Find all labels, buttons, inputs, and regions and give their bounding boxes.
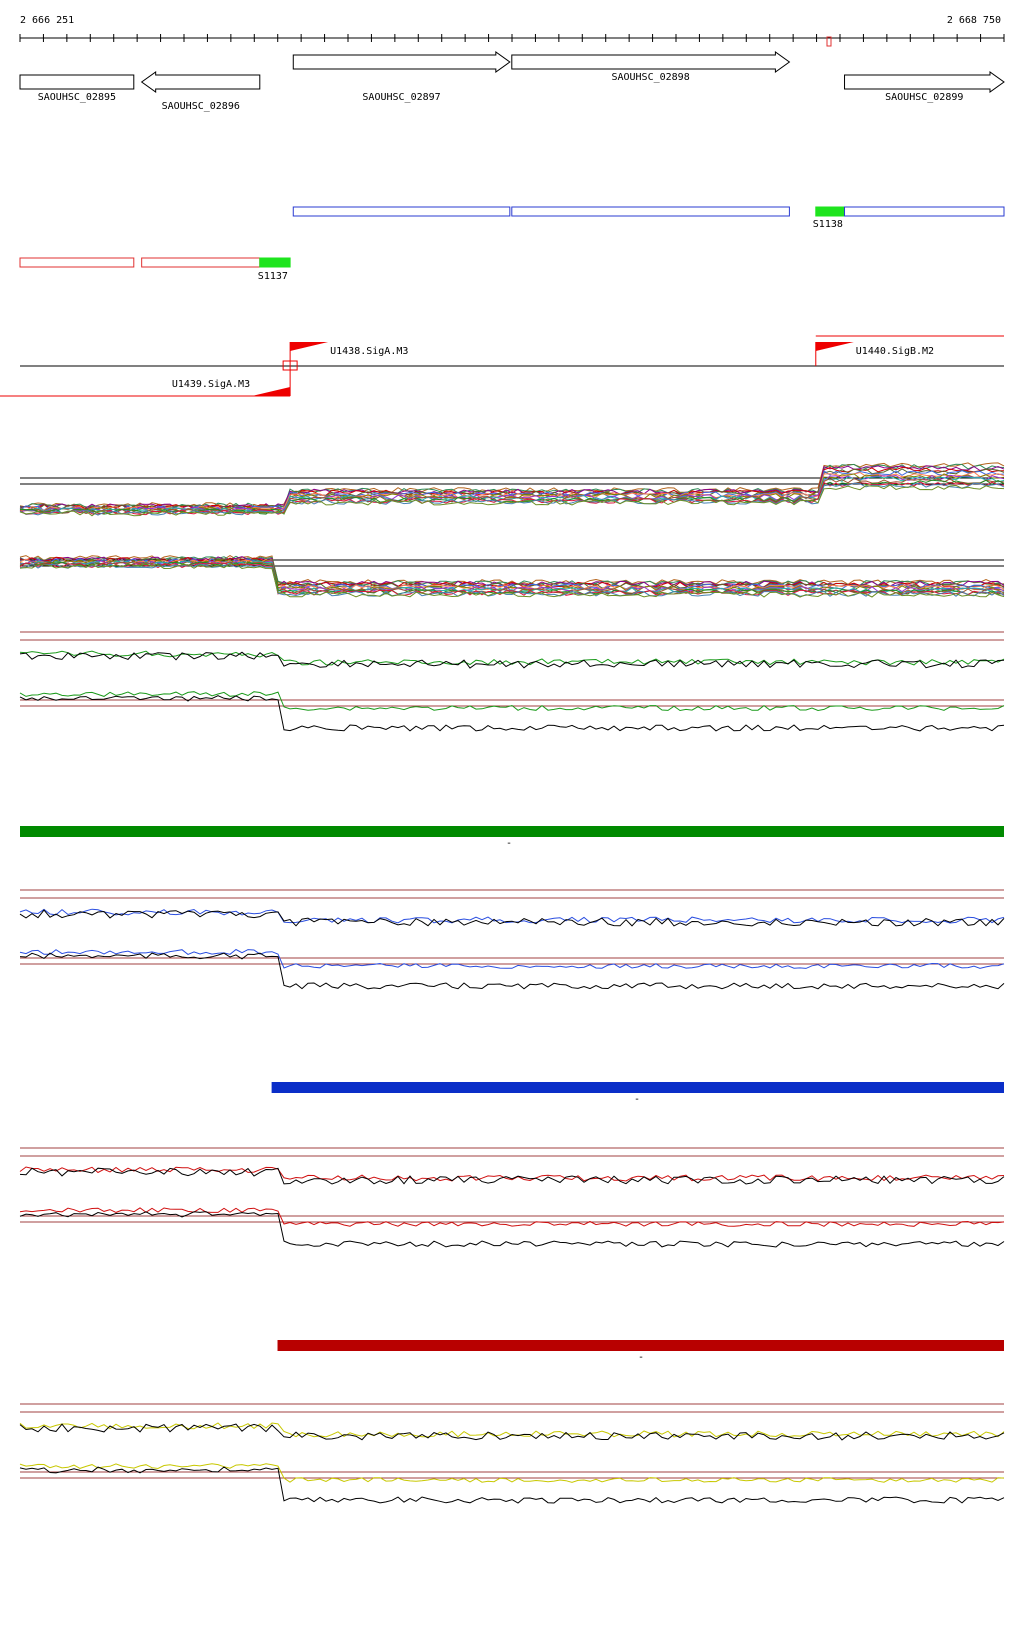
expression-profile — [19, 556, 1005, 588]
promoter-box — [282, 360, 298, 371]
segment-label: S1137 — [258, 271, 288, 282]
gene-arrow — [844, 71, 1005, 93]
condition-bar-mark: - — [506, 838, 512, 849]
expression-profile — [19, 474, 1005, 513]
segment-plus — [511, 206, 790, 217]
expression-profile — [19, 560, 1005, 594]
expression-profile — [19, 1211, 1005, 1248]
expression-profile — [19, 650, 1005, 666]
expression-profile — [19, 482, 1005, 516]
expression-profile — [19, 952, 1005, 990]
expression-profile — [19, 1466, 1005, 1504]
gene-label: SAOUHSC_02897 — [362, 92, 440, 103]
expression-profile — [19, 1207, 1005, 1227]
promoter-label: U1438.SigA.M3 — [330, 346, 408, 357]
condition-bar — [271, 1082, 1004, 1093]
promoter-flag — [815, 342, 854, 351]
expression-profile — [19, 651, 1005, 669]
expression-profile — [19, 1463, 1005, 1483]
coord-start-label: 2 666 251 — [20, 15, 74, 26]
expression-profile — [19, 909, 1005, 927]
segment-minus — [19, 257, 135, 268]
promoter-label: U1439.SigA.M3 — [172, 379, 250, 390]
gene-label: SAOUHSC_02899 — [885, 92, 963, 103]
segment-plus — [292, 206, 511, 217]
expression-profile — [19, 691, 1005, 712]
expression-profile — [19, 484, 1005, 517]
expression-profile — [19, 695, 1005, 732]
expression-profile — [19, 1423, 1005, 1441]
expression-profile — [19, 563, 1005, 598]
promoter-flag — [252, 387, 291, 396]
expression-profile — [19, 1167, 1005, 1185]
segment-minus — [259, 257, 291, 268]
condition-bar-mark: - — [638, 1352, 644, 1363]
condition-bar — [277, 1340, 1004, 1351]
gene-arrow — [292, 51, 511, 73]
promoter-label: U1440.SigB.M2 — [856, 346, 934, 357]
gene-label: SAOUHSC_02898 — [611, 72, 689, 83]
condition-bar-mark: - — [634, 1094, 640, 1105]
gene-label: SAOUHSC_02895 — [38, 92, 116, 103]
promoter-flag — [290, 342, 329, 351]
expression-profile — [19, 562, 1005, 597]
gene-arrow — [140, 71, 261, 93]
segment-plus — [815, 206, 846, 217]
expression-profile — [19, 948, 1005, 969]
coord-end-label: 2 668 750 — [947, 15, 1001, 26]
boundary-marker — [826, 36, 832, 47]
gene-label: SAOUHSC_02896 — [162, 101, 240, 112]
segment-label: S1138 — [813, 219, 843, 230]
gene-arrow — [511, 51, 791, 73]
condition-bar — [20, 826, 1004, 837]
segment-minus — [141, 257, 261, 268]
expression-profile — [19, 1166, 1005, 1182]
segment-plus — [844, 206, 1005, 217]
expression-profile — [19, 465, 1005, 510]
gene-arrow — [19, 74, 135, 90]
